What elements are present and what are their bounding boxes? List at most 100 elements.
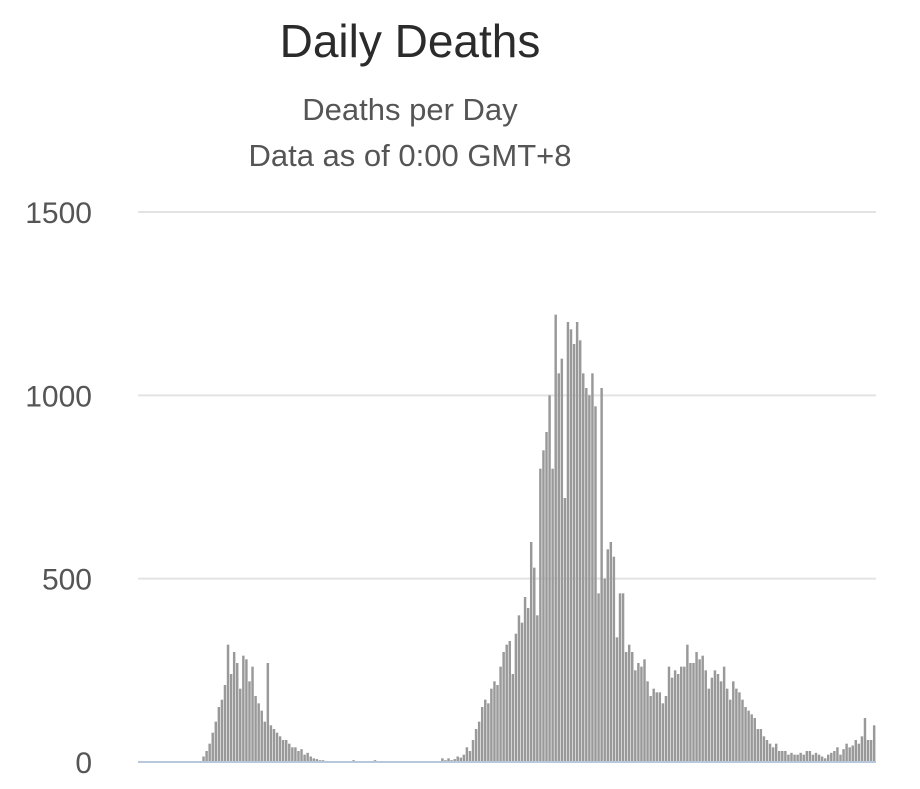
bar: [680, 666, 683, 762]
bar: [756, 729, 760, 762]
bar: [631, 652, 634, 762]
bar: [563, 498, 567, 762]
bar: [248, 681, 251, 762]
bar: [208, 743, 211, 762]
bar: [226, 644, 230, 762]
bar: [474, 729, 478, 762]
chart-subtitle: Deaths per Day: [302, 92, 518, 127]
bar: [655, 692, 658, 762]
chart-data-timestamp: Data as of 0:00 GMT+8: [248, 138, 572, 173]
y-tick-label: 1500: [25, 197, 92, 230]
bar: [827, 754, 830, 762]
bar: [588, 395, 591, 762]
bar: [217, 707, 221, 762]
bar: [251, 666, 254, 762]
bar: [692, 663, 695, 762]
bar: [771, 747, 775, 762]
bar: [683, 666, 686, 762]
bar: [618, 593, 622, 762]
bars: [202, 314, 876, 762]
bar: [499, 666, 502, 762]
bar: [487, 703, 490, 762]
bar: [309, 756, 312, 762]
bar: [778, 751, 781, 762]
bar: [575, 322, 579, 762]
bar: [689, 663, 692, 762]
bar: [297, 751, 300, 762]
bar: [863, 718, 867, 762]
bar: [799, 752, 802, 762]
bar: [471, 740, 475, 762]
bar: [533, 567, 536, 762]
bar: [554, 314, 557, 762]
bar: [272, 729, 276, 762]
bar: [768, 743, 772, 762]
bar: [725, 688, 729, 762]
bar: [453, 759, 456, 762]
bar: [735, 688, 738, 762]
bar: [211, 732, 214, 762]
y-tick-label: 0: [75, 747, 92, 780]
bar: [686, 644, 689, 762]
bar: [523, 597, 527, 762]
bar: [624, 652, 628, 762]
bar: [441, 758, 444, 762]
bar: [701, 655, 704, 762]
bar: [232, 652, 236, 762]
bar: [643, 659, 646, 762]
bar: [545, 432, 548, 762]
bar: [572, 344, 576, 762]
bar: [235, 663, 239, 762]
bar: [805, 751, 809, 762]
bar: [762, 736, 766, 762]
y-tick-label: 1000: [25, 380, 92, 413]
bar: [851, 745, 854, 762]
bar: [517, 615, 521, 762]
bar: [658, 692, 662, 762]
bar: [548, 395, 551, 762]
bar: [866, 740, 870, 762]
bar: [670, 677, 674, 762]
bar: [823, 758, 827, 762]
bar: [245, 659, 248, 762]
bar: [719, 681, 723, 762]
bar: [465, 747, 469, 762]
bar: [747, 710, 750, 762]
bar: [732, 681, 735, 762]
bar: [830, 752, 833, 762]
bar: [722, 666, 726, 762]
bar: [759, 729, 763, 762]
bar: [857, 743, 861, 762]
bar: [744, 707, 747, 762]
gridlines: [138, 211, 876, 580]
bar: [505, 644, 508, 762]
bar: [239, 688, 242, 762]
bar: [713, 670, 717, 762]
bar: [793, 754, 796, 762]
bar: [447, 758, 450, 762]
bar: [704, 670, 707, 762]
bar: [820, 756, 824, 762]
bar: [836, 747, 839, 762]
bar: [872, 725, 876, 762]
bar: [765, 740, 769, 762]
bar: [529, 542, 533, 762]
bar: [456, 756, 459, 762]
bar: [787, 754, 790, 762]
bar: [260, 710, 263, 762]
bar: [569, 329, 573, 762]
bar: [257, 703, 260, 762]
bar: [637, 663, 640, 762]
bar: [220, 699, 224, 762]
bar: [542, 450, 545, 762]
bar: [676, 674, 680, 762]
bar: [621, 593, 625, 762]
bar: [269, 725, 273, 762]
bar: [514, 633, 518, 762]
bar: [205, 751, 208, 762]
bar: [557, 373, 560, 762]
bar: [566, 322, 570, 762]
bar: [848, 747, 851, 762]
bar: [673, 670, 677, 762]
